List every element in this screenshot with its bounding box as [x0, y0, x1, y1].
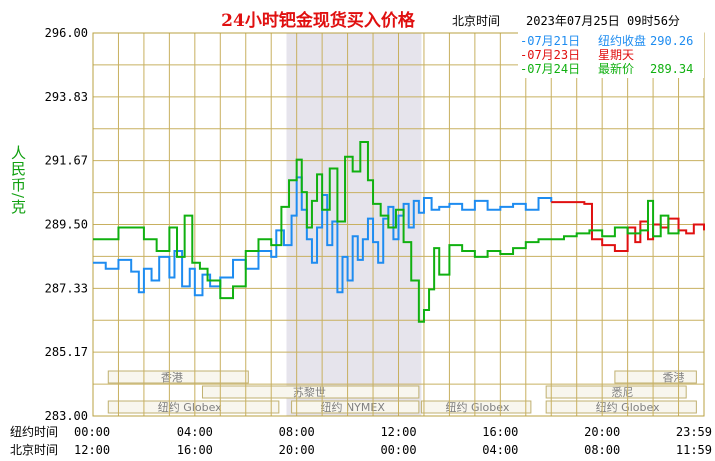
y-tick-label: 287.33	[45, 281, 88, 295]
x-tick-label-ny: 16:00	[482, 425, 518, 439]
x-tick-label-ny: 00:00	[74, 425, 110, 439]
y-tick-label: 296.00	[45, 26, 88, 40]
x-tick-label-bj: 00:00	[380, 443, 416, 457]
x-tick-labels: 00:00 12:00 04:00 16:00 08:00 20:00 12:00 00:00…	[74, 425, 712, 457]
y-tick-label: 283.00	[45, 409, 88, 423]
series-line-2	[551, 201, 705, 253]
market-band-sydney	[545, 385, 687, 399]
market-band-label-zurich: 苏黎世	[293, 385, 326, 399]
legend-value: 289.34	[650, 62, 693, 76]
x-row-label-bj: 北京时间	[10, 443, 58, 457]
x-tick-label-ny: 08:00	[279, 425, 315, 439]
market-band-label-globex_left: 纽约 Globex	[158, 400, 222, 414]
market-band-hongkong_left	[107, 370, 249, 384]
legend-box	[518, 32, 704, 78]
market-band-label-globex_mid: 纽约 Globex	[445, 400, 509, 414]
x-tick-label-bj: 04:00	[482, 443, 518, 457]
timezone-label: 北京时间	[452, 14, 500, 28]
legend-text: 最新价	[598, 61, 634, 76]
legend-date: -07月23日	[520, 48, 580, 62]
legend-date: -07月24日	[520, 62, 580, 76]
y-axis-label: 人民币/克	[9, 145, 27, 215]
x-tick-label-bj: 12:00	[74, 443, 110, 457]
legend: -07月21日 纽约收盘 290.26 -07月23日 星期天 -07月24日 最新价 289…	[518, 32, 704, 78]
legend-text: 星期天	[598, 48, 634, 62]
legend-date: -07月21日	[520, 34, 580, 48]
market-band-globex_right	[545, 400, 697, 414]
market-band-nymex	[291, 400, 420, 414]
market-band-label-sydney: 悉尼	[612, 386, 634, 399]
series-line-3	[93, 141, 680, 323]
legend-text: 纽约收盘	[598, 33, 646, 48]
x-row-label-ny: 纽约时间	[10, 424, 58, 439]
series-lines	[93, 141, 705, 323]
x-tick-label-bj: 20:00	[279, 443, 315, 457]
y-tick-labels: 283.00 285.17 287.33 289.50 291.67 293.83 296.…	[45, 26, 88, 423]
market-band-globex_mid	[420, 400, 532, 414]
y-tick-label: 289.50	[45, 218, 88, 232]
market-band-zurich	[201, 385, 420, 399]
y-tick-label: 291.67	[45, 154, 88, 168]
chart-title: 24小时钯金现货买入价格	[221, 10, 416, 31]
timestamp: 2023年07月25日 09时56分	[526, 14, 680, 28]
market-band-hongkong_right	[614, 370, 697, 384]
y-tick-label: 285.17	[45, 345, 88, 359]
market-band-label-hongkong_left: 香港	[161, 371, 183, 384]
series-line-1	[93, 176, 553, 297]
market-band-globex_left	[107, 400, 280, 414]
x-tick-label-bj: 08:00	[584, 443, 620, 457]
x-tick-label-ny: 12:00	[380, 425, 416, 439]
x-tick-label-ny: 04:00	[177, 425, 213, 439]
market-band-label-nymex: 纽约 NYMEX	[320, 400, 385, 414]
legend-value: 290.26	[650, 34, 693, 48]
x-tick-label-bj: 11:59	[676, 443, 712, 457]
y-tick-label: 293.83	[45, 90, 88, 104]
market-band-label-hongkong_right: 香港	[662, 371, 684, 384]
x-tick-label-ny: 20:00	[584, 425, 620, 439]
x-tick-label-ny: 23:59	[676, 425, 712, 439]
x-tick-label-bj: 16:00	[177, 443, 213, 457]
